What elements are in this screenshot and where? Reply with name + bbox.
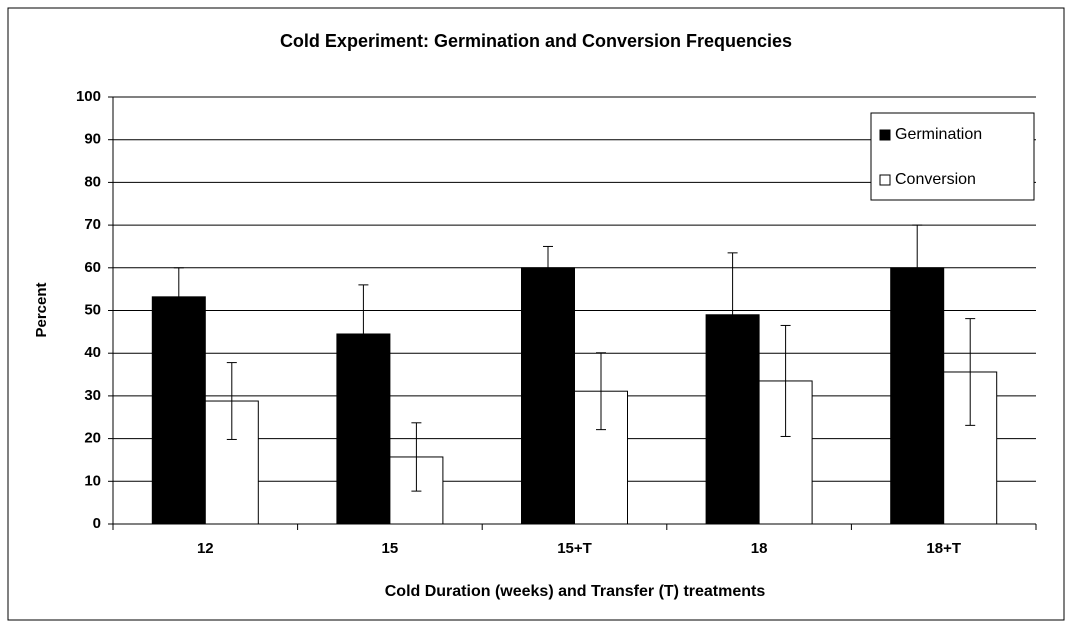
chart-title: Cold Experiment: Germination and Convers… <box>280 31 792 51</box>
bar <box>204 400 259 525</box>
y-tick-label: 40 <box>84 344 101 361</box>
bar <box>521 267 575 525</box>
y-tick-label: 100 <box>76 88 101 105</box>
legend-swatch <box>879 174 891 186</box>
legend-label: Conversion <box>895 171 976 188</box>
y-tick-label: 70 <box>84 216 101 233</box>
bar <box>151 296 206 525</box>
y-tick-label: 10 <box>84 472 101 489</box>
legend-box <box>870 112 1035 201</box>
y-axis-label: Percent <box>33 282 50 337</box>
y-tick-label: 0 <box>93 515 101 532</box>
bar <box>890 267 945 525</box>
legend-swatch <box>879 129 891 141</box>
y-tick-label: 90 <box>84 131 101 148</box>
x-axis-label: Cold Duration (weeks) and Transfer (T) t… <box>385 583 766 600</box>
y-tick-label: 80 <box>84 173 101 190</box>
y-tick-label: 60 <box>84 259 101 276</box>
x-tick-label: 18 <box>751 540 768 557</box>
y-tick-label: 20 <box>84 430 101 447</box>
y-tick-label: 50 <box>84 301 101 318</box>
legend-label: Germination <box>895 126 982 143</box>
x-tick-label: 15+T <box>557 540 592 557</box>
y-tick-label: 30 <box>84 387 101 404</box>
x-tick-label: 15 <box>382 540 399 557</box>
x-tick-label: 18+T <box>926 540 961 557</box>
x-tick-label: 12 <box>197 540 214 557</box>
